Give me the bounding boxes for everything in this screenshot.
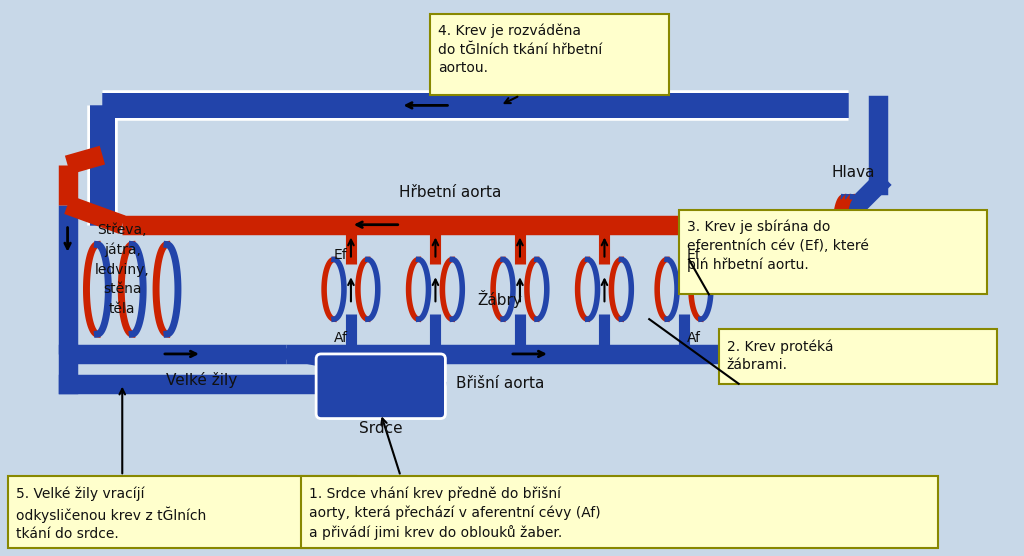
Text: Ef: Ef	[687, 249, 700, 262]
Text: Af: Af	[687, 331, 701, 345]
FancyBboxPatch shape	[430, 14, 669, 96]
Text: Žábry: Žábry	[477, 290, 522, 308]
Text: 3. Krev je sbírána do
eferentních cév (Ef), které
plń hřbetní aortu.: 3. Krev je sbírána do eferentních cév (E…	[687, 220, 868, 272]
Text: Břišní aorta: Břišní aorta	[456, 376, 545, 391]
Text: Af: Af	[334, 331, 348, 345]
Text: Velké žily: Velké žily	[166, 372, 238, 388]
FancyBboxPatch shape	[679, 210, 987, 294]
FancyBboxPatch shape	[316, 354, 445, 419]
Text: 2. Krev protéká
žábrami.: 2. Krev protéká žábrami.	[727, 339, 834, 372]
Text: 4. Krev je rozváděna
do tĞlních tkání hřbetní
aortou.: 4. Krev je rozváděna do tĞlních tkání hř…	[438, 24, 603, 75]
FancyBboxPatch shape	[8, 476, 356, 548]
FancyBboxPatch shape	[719, 329, 997, 384]
Text: 5. Velké žily vracíjí
odkysličenou krev z tĞlních
tkání do srdce.: 5. Velké žily vracíjí odkysličenou krev …	[16, 486, 206, 541]
FancyBboxPatch shape	[301, 476, 938, 548]
Text: Hlava: Hlava	[831, 165, 874, 180]
Text: 1. Srdce vhání krev předně do břišní
aorty, která přechází v aferentní cévy (Af): 1. Srdce vhání krev předně do břišní aor…	[309, 486, 601, 539]
Text: Hřbetní aorta: Hřbetní aorta	[399, 185, 502, 200]
Text: Střeva,
játra,
ledviny,
stěna
těla: Střeva, játra, ledviny, stěna těla	[95, 223, 150, 316]
Text: Ef: Ef	[334, 249, 348, 262]
Text: Srdce: Srdce	[359, 421, 402, 436]
